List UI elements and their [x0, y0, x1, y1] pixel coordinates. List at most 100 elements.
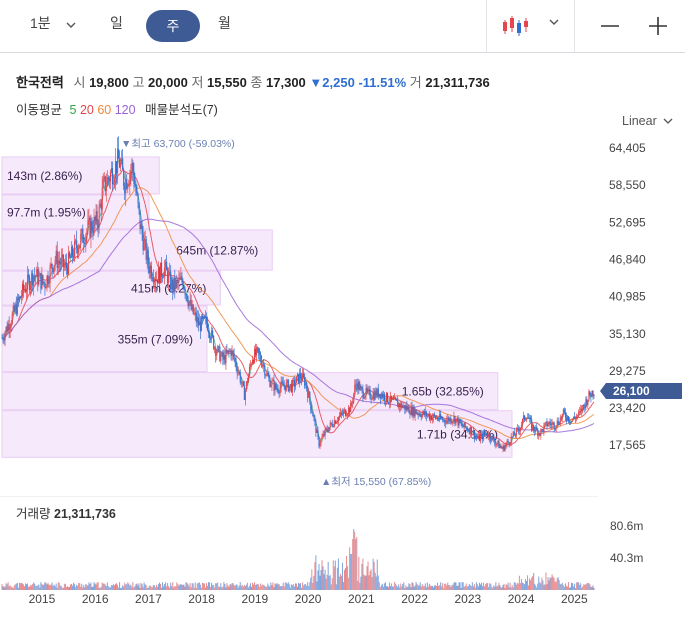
ma-label[interactable]: 이동평균	[16, 103, 63, 117]
tab-week[interactable]: 주	[146, 10, 200, 42]
interval-selector[interactable]: 1분	[30, 15, 51, 31]
candle-body	[359, 385, 361, 391]
volume-bar	[36, 585, 38, 590]
candle-body	[580, 408, 582, 412]
candle-body	[172, 279, 174, 292]
volume-bar	[426, 582, 428, 590]
volume-bar	[120, 587, 122, 590]
volume-bar	[559, 584, 561, 590]
candle-body	[275, 383, 277, 389]
candle-body	[492, 436, 494, 438]
volume-bar	[292, 584, 294, 590]
volume-bar	[557, 577, 559, 590]
tab-day[interactable]: 일	[110, 15, 123, 31]
candle-body	[462, 426, 464, 428]
volume-bar	[152, 585, 154, 590]
candle-body	[316, 430, 318, 433]
volume-bar	[583, 584, 585, 590]
candle-body	[182, 281, 184, 288]
candle-body	[307, 389, 309, 398]
candle-body	[536, 426, 538, 430]
volume-bar	[78, 583, 80, 590]
candle-body	[291, 380, 293, 392]
volume-bar	[527, 575, 529, 590]
candle-body	[426, 415, 428, 417]
candle-body	[487, 435, 489, 437]
price-chart[interactable]: 143m (2.86%)97.7m (1.95%)645m (12.87%)41…	[0, 136, 685, 496]
volume-bar	[334, 560, 336, 590]
volume-bar	[187, 584, 189, 590]
chevron-down-icon[interactable]	[65, 20, 77, 30]
candle-body	[458, 419, 460, 426]
candle-body	[432, 414, 435, 418]
volume-bar	[363, 574, 365, 590]
volume-bar	[174, 586, 176, 590]
candle-body	[416, 413, 418, 415]
candle-body	[347, 414, 349, 416]
chevron-down-icon[interactable]	[548, 17, 560, 27]
volume-bar	[184, 586, 186, 590]
candle-body	[94, 217, 96, 221]
candle-body	[354, 385, 356, 394]
candle-body	[300, 373, 302, 379]
chevron-down-icon	[663, 118, 673, 124]
tab-month[interactable]: 월	[218, 15, 231, 31]
volume-bar	[448, 585, 450, 590]
candle-body	[201, 316, 204, 320]
profile-bar	[1, 305, 208, 373]
price-axis: 64,405 58,550 52,695 46,840 40,985 35,130 29,2…	[600, 141, 682, 452]
high-marker: ▼최고 63,700 (-59.03%)	[121, 138, 235, 150]
volume-bar	[374, 572, 376, 590]
candle-body	[318, 436, 320, 447]
candle-body	[156, 279, 159, 284]
candle-body	[274, 383, 276, 391]
volume-bar	[254, 582, 256, 590]
volume-bar	[481, 582, 483, 590]
ma-line	[1, 169, 595, 446]
candle-body	[412, 406, 414, 416]
volume-bar	[506, 584, 508, 590]
volume-bar	[3, 586, 5, 590]
volume-bar	[470, 586, 472, 590]
volume-bar	[268, 585, 270, 590]
candle-body	[121, 158, 123, 163]
candle-body	[119, 159, 121, 168]
volume-bar	[435, 585, 437, 590]
volume-bar	[38, 584, 40, 590]
candle-body	[293, 380, 296, 387]
candle-body	[4, 332, 6, 341]
candlestick-icon[interactable]	[502, 12, 528, 38]
candle-body	[513, 431, 515, 436]
candle-body	[26, 289, 28, 292]
volume-bar	[196, 583, 198, 590]
scale-selector[interactable]: Linear	[622, 114, 673, 128]
volume-bar	[542, 580, 544, 590]
candle-body	[44, 283, 46, 289]
candle-body	[20, 296, 23, 298]
candle-body	[149, 265, 151, 273]
ma-120: 120	[114, 103, 136, 117]
volume-bar	[380, 585, 382, 590]
candle-body	[257, 347, 259, 349]
plus-icon[interactable]	[648, 16, 668, 36]
volume-bar	[239, 582, 241, 590]
candle-body	[1, 337, 3, 339]
candle-body	[54, 259, 56, 266]
volume-bar	[170, 582, 172, 590]
volume-profile-label[interactable]: 매물분석도(7)	[145, 103, 218, 117]
profile-label: 143m (2.86%)	[7, 169, 82, 183]
candle-body	[547, 424, 549, 427]
volume-bar	[7, 582, 9, 590]
minus-icon[interactable]	[600, 16, 620, 36]
profile-bar	[1, 410, 513, 458]
candle-body	[261, 361, 263, 367]
candle-body	[399, 403, 401, 408]
candle-body	[120, 162, 122, 168]
volume-bar	[221, 587, 223, 590]
price-tick: 46,840	[609, 252, 646, 266]
volume-bar	[198, 582, 200, 590]
volume-bar	[185, 582, 187, 590]
candle-body	[142, 234, 144, 251]
volume-bar	[47, 582, 49, 590]
